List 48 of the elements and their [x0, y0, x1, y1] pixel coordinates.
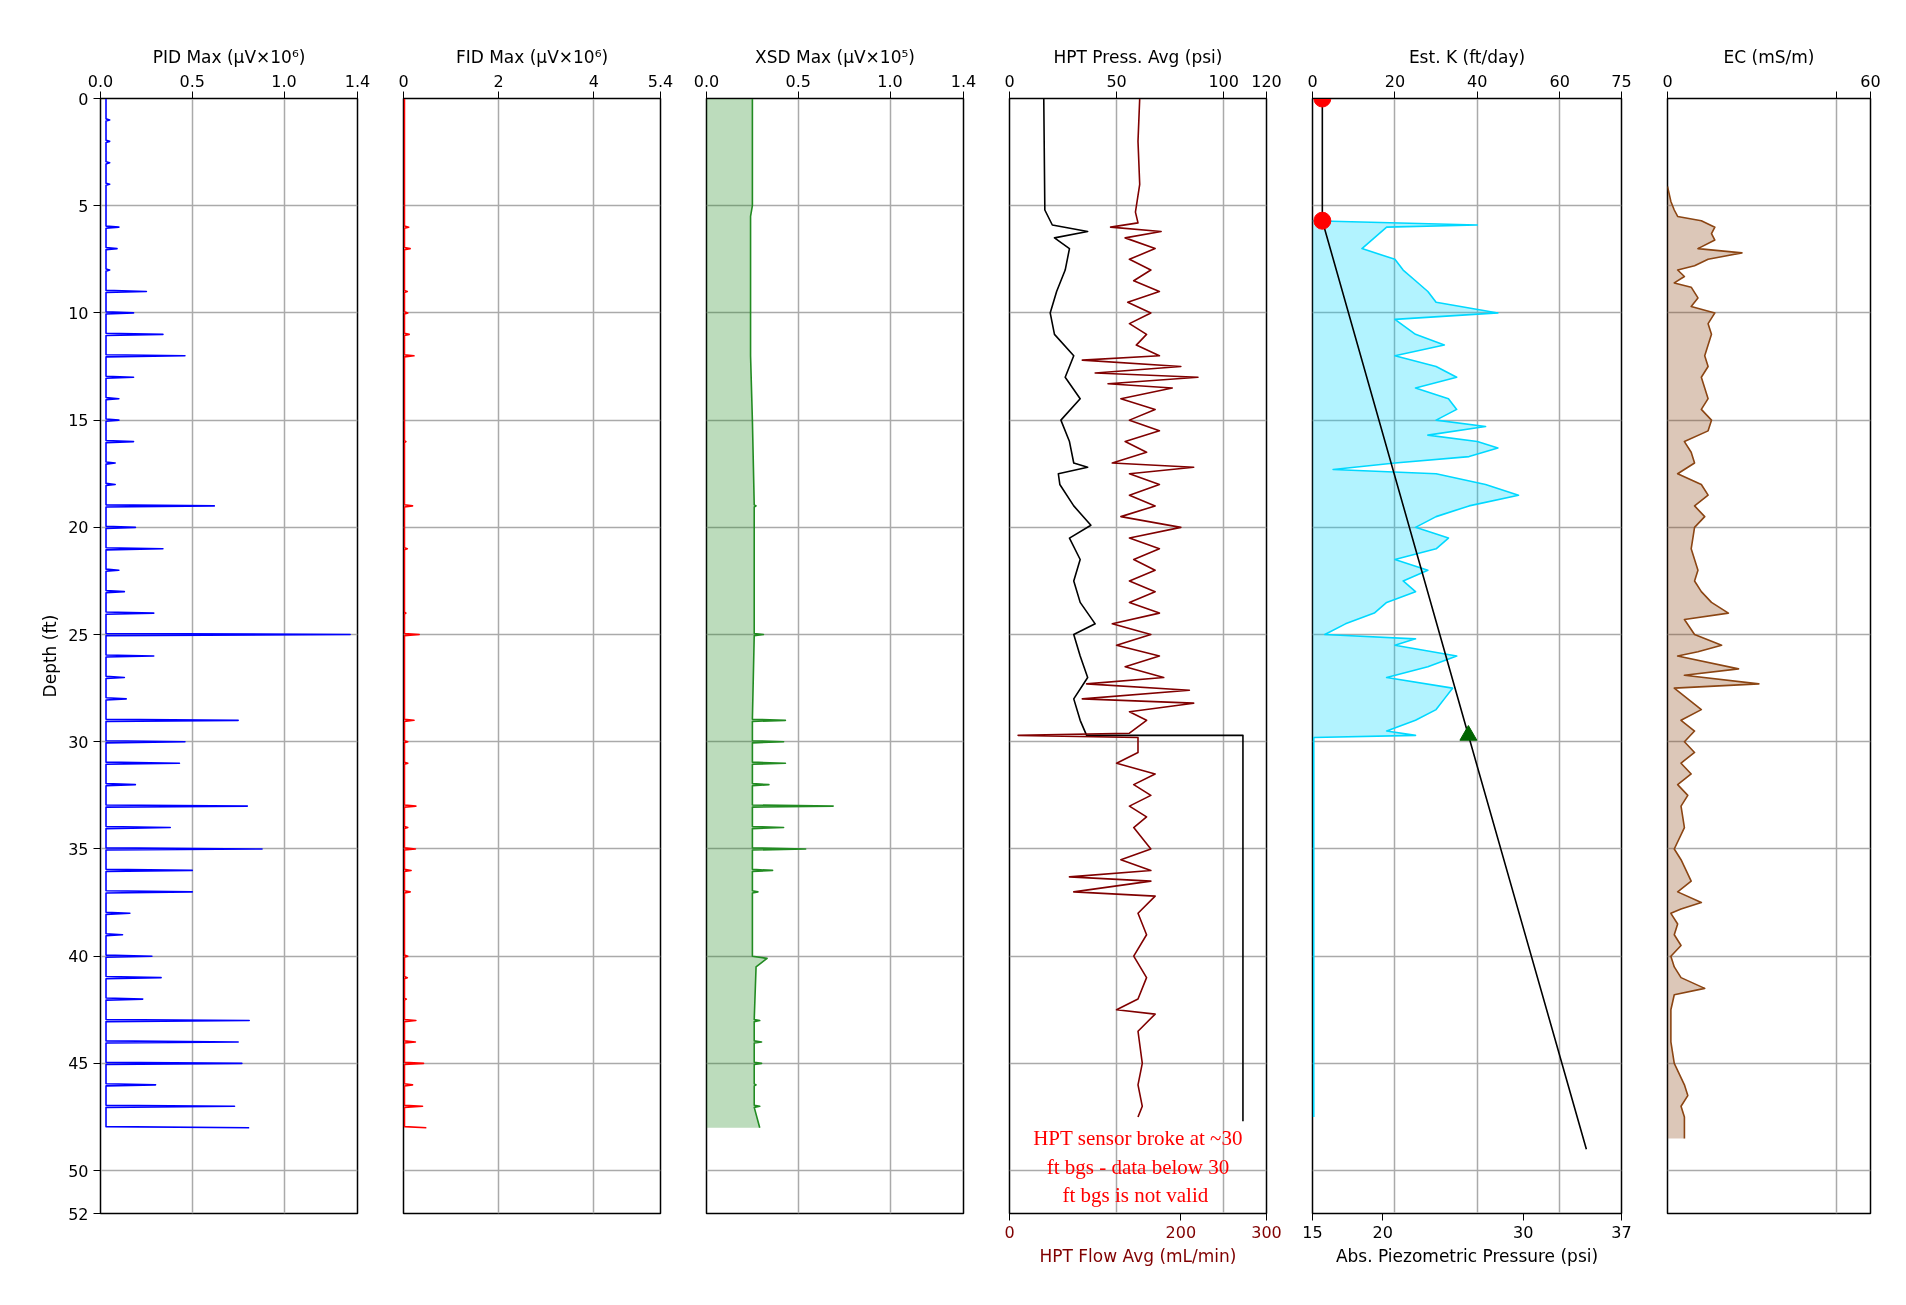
x-tick-label: 1.4: [950, 71, 977, 91]
x-tick-label: 4: [588, 71, 599, 91]
x-tick-label: 0: [398, 71, 409, 91]
x-tick-label: 2: [493, 71, 504, 91]
y-tick-label: 20: [68, 518, 89, 538]
x-axis-title: FID Max (µV×10⁶): [455, 46, 609, 67]
annotation: HPT sensor broke at ~30 ft bgs - data below 30 ft bgs is not valid: [1033, 1125, 1243, 1208]
x-tick-label: 1.0: [271, 71, 297, 91]
x-tick-label: 0: [1662, 71, 1673, 91]
x-axis-title: HPT Flow Avg (mL/min): [1039, 1245, 1237, 1266]
x-tick-label: 0.0: [87, 71, 114, 91]
y-tick-label: 25: [68, 625, 89, 645]
x-tick-label: 15: [1302, 1222, 1323, 1242]
x-tick-label: 0: [1004, 1222, 1015, 1242]
y-tick-label: 52: [68, 1204, 89, 1224]
x2-tick-label: 75: [1611, 71, 1632, 91]
y-tick-label: 50: [68, 1161, 89, 1181]
x2-tick-label: 100: [1208, 71, 1239, 91]
x2-tick-label: 50: [1106, 71, 1127, 91]
x-tick-label: 60: [1860, 71, 1881, 91]
x-tick-label: 0.5: [785, 71, 812, 91]
y-tick-label: 30: [68, 732, 89, 752]
x-tick-label: 5.4: [647, 71, 674, 91]
x-tick-label: 37: [1611, 1222, 1632, 1242]
x-axis-title: EC (mS/m): [1723, 46, 1815, 67]
x-tick-label: 20: [1372, 1222, 1393, 1242]
y-tick-label: 15: [68, 411, 89, 431]
x-tick-label: 1.4: [344, 71, 371, 91]
x-tick-label: 200: [1165, 1222, 1197, 1242]
x2-axis-title: Est. K (ft/day): [1408, 46, 1526, 67]
y-axis-title: Depth (ft): [40, 614, 61, 698]
y-tick-label: 40: [68, 947, 89, 967]
x2-axis-title: HPT Press. Avg (psi): [1053, 46, 1223, 67]
x-axis-title: Abs. Piezometric Pressure (psi): [1335, 1245, 1599, 1266]
x-axis-title: PID Max (µV×10⁶): [152, 46, 306, 67]
x-tick-label: 0.5: [179, 71, 206, 91]
y-tick-label: 5: [78, 196, 89, 216]
x-tick-label: 0.0: [693, 71, 720, 91]
x-axis-title: XSD Max (µV×10⁵): [755, 46, 915, 67]
x2-tick-label: 120: [1251, 71, 1282, 91]
y-tick-label: 35: [68, 839, 89, 859]
x-tick-label: 300: [1251, 1222, 1282, 1242]
y-tick-label: 0: [78, 89, 89, 109]
y-tick-label: 45: [68, 1054, 89, 1074]
y-tick-label: 10: [68, 303, 89, 323]
x-tick-label: 1.0: [877, 71, 903, 91]
x2-tick-label: 40: [1467, 71, 1488, 91]
x-tick-label: 30: [1513, 1222, 1534, 1242]
